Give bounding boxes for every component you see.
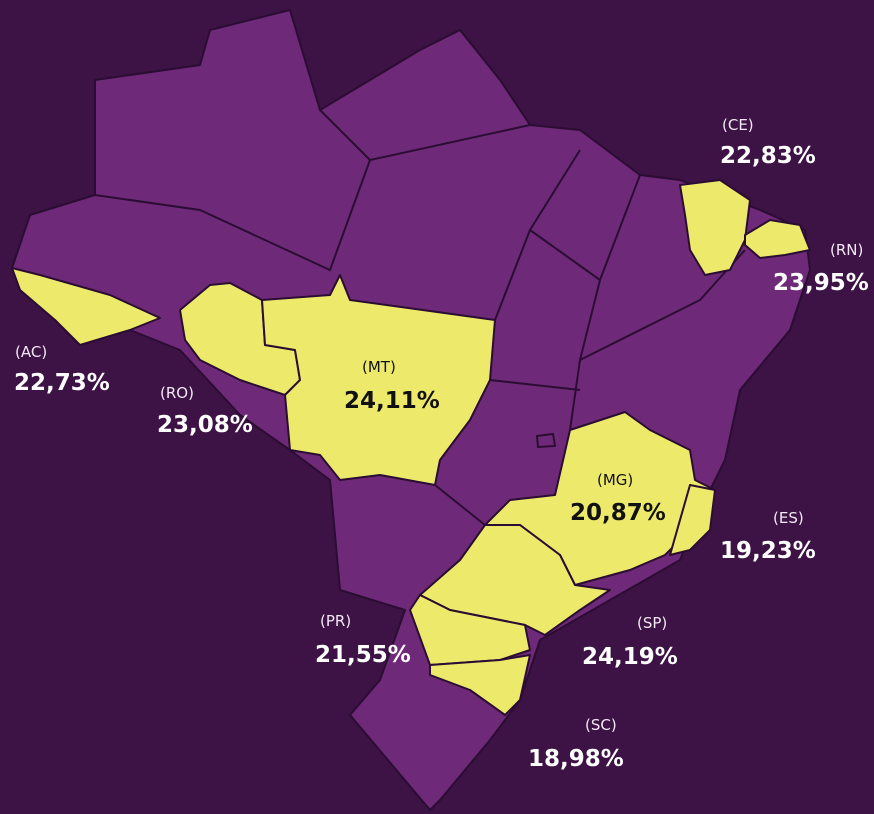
- label-pr: (PR) 21,55%: [315, 612, 411, 668]
- label-ro: (RO) 23,08%: [157, 384, 253, 438]
- state-ac: [11, 267, 161, 346]
- label-rn: (RN) 23,95%: [773, 241, 869, 296]
- state-border: [369, 124, 531, 161]
- state-code: (PR): [320, 612, 351, 630]
- state-rn: [744, 219, 811, 259]
- state-sc: [429, 654, 531, 716]
- state-sp: [419, 524, 611, 636]
- label-ac: (AC) 22,73%: [14, 343, 110, 396]
- state-code: (SC): [585, 716, 617, 734]
- state-code: (MG): [597, 471, 633, 489]
- state-ce: [679, 179, 751, 276]
- label-sp: (SP) 24,19%: [582, 614, 678, 670]
- state-code: (CE): [722, 116, 754, 134]
- state-code: (RO): [160, 384, 194, 402]
- state-value: 22,73%: [14, 370, 110, 396]
- state-value: 24,11%: [344, 388, 440, 414]
- state-value: 20,87%: [570, 500, 666, 526]
- state-value: 23,08%: [157, 412, 253, 438]
- state-value: 21,55%: [315, 642, 411, 668]
- state-code: (ES): [773, 509, 804, 527]
- state-value: 22,83%: [720, 143, 816, 169]
- label-ce: (CE) 22,83%: [720, 116, 816, 169]
- state-value: 18,98%: [528, 746, 624, 772]
- state-border: [434, 484, 486, 526]
- label-mg: (MG) 20,87%: [570, 471, 666, 526]
- state-pr: [409, 594, 531, 666]
- state-code: (AC): [15, 343, 47, 361]
- state-value: 23,95%: [773, 270, 869, 296]
- state-code: (SP): [637, 614, 667, 632]
- state-value: 19,23%: [720, 538, 816, 564]
- state-code: (RN): [830, 241, 863, 259]
- label-es: (ES) 19,23%: [720, 509, 816, 564]
- state-df: [535, 432, 557, 449]
- state-border: [489, 379, 581, 391]
- state-border: [94, 109, 372, 272]
- state-es: [669, 484, 716, 556]
- state-code: (MT): [362, 358, 396, 376]
- label-mt: (MT) 24,11%: [344, 358, 440, 414]
- state-mt: [261, 274, 496, 486]
- state-value: 24,19%: [582, 644, 678, 670]
- label-sc: (SC) 18,98%: [528, 716, 624, 772]
